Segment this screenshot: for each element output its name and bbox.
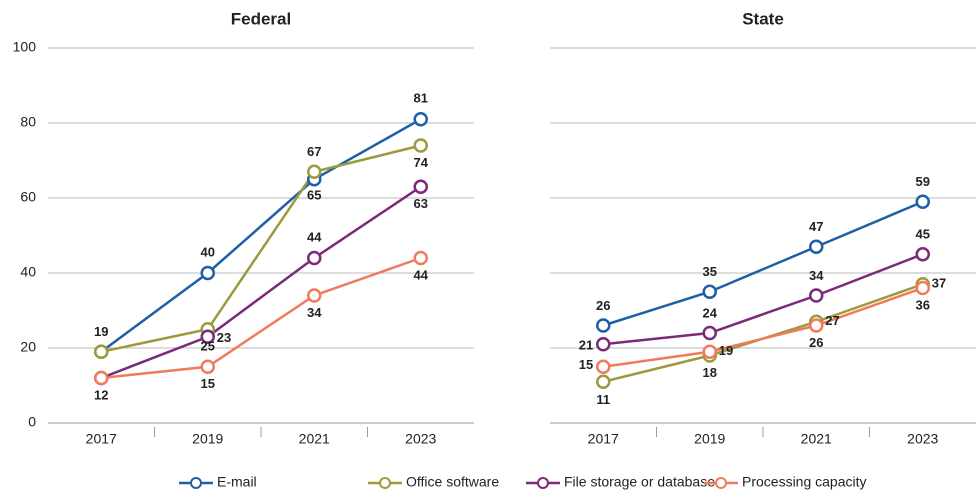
data-label: 74 [414,155,429,170]
x-tick-label: 2019 [192,431,223,447]
point [94,344,109,359]
y-tick-label: 0 [28,414,36,430]
point [915,194,930,209]
point [809,318,824,333]
data-label: 34 [809,268,824,283]
point [307,288,322,303]
legend-marker [379,477,391,489]
series-line [603,286,924,368]
x-tick-label: 2023 [907,431,938,447]
point [200,329,215,344]
point [596,359,611,374]
point [702,344,717,359]
data-label: 81 [414,91,428,106]
data-label: 47 [809,219,823,234]
data-label: 67 [307,144,321,159]
y-tick-label: 60 [20,189,36,205]
legend-marker [537,477,549,489]
chart-title: Federal [231,9,291,28]
data-label: 19 [719,343,733,358]
data-label: 23 [217,330,231,345]
data-label: 65 [307,188,321,203]
data-label: 18 [703,365,717,380]
data-label: 35 [703,264,717,279]
point [702,284,717,299]
point [596,374,611,389]
data-label: 15 [579,357,593,372]
data-label: 44 [307,229,322,244]
data-label: 24 [703,305,718,320]
y-tick-label: 80 [20,114,36,130]
point [200,359,215,374]
series-line [603,253,924,346]
y-tick-label: 40 [20,264,36,280]
point [413,179,428,194]
legend-label: E-mail [217,474,257,490]
x-tick-label: 2023 [405,431,436,447]
data-label: 26 [596,298,610,313]
data-label: 44 [414,267,429,282]
data-label: 34 [307,305,322,320]
point [809,239,824,254]
series-line [100,185,422,380]
point [413,138,428,153]
legend-marker [190,477,202,489]
data-label: 12 [94,387,108,402]
data-label: 36 [916,297,930,312]
point [809,288,824,303]
series-line [602,283,924,383]
series-line [100,144,422,353]
point [307,250,322,266]
data-label: 26 [809,335,823,350]
point [307,164,322,179]
data-label: 37 [932,276,946,291]
legend-label: File storage or database [564,474,715,490]
legend-label: Processing capacity [742,474,867,490]
legend-marker [715,477,727,489]
series-line [101,256,422,380]
legend-label: Office software [406,474,499,490]
y-tick-label: 20 [20,339,36,355]
point [915,280,930,296]
x-tick-label: 2019 [694,431,725,447]
point [915,247,930,262]
data-label: 45 [916,227,930,242]
point [596,337,611,352]
data-label: 27 [825,313,839,328]
point [702,325,717,341]
point [596,318,611,333]
data-label: 21 [579,338,593,353]
series-line [100,118,422,353]
x-tick-label: 2021 [801,431,832,447]
point [200,265,215,281]
data-label: 59 [916,174,930,189]
x-tick-label: 2021 [299,431,330,447]
point [413,112,428,127]
x-tick-label: 2017 [86,431,117,447]
x-tick-label: 2017 [588,431,619,447]
point [413,250,428,266]
data-label: 15 [201,376,215,391]
y-tick-label: 100 [13,39,37,55]
series-line [602,200,924,327]
point [94,370,109,386]
data-label: 11 [596,392,610,407]
data-label: 40 [201,244,215,259]
data-label: 63 [414,196,428,211]
data-label: 25 [201,339,215,354]
chart-title: State [742,9,784,28]
data-label: 19 [94,324,108,339]
